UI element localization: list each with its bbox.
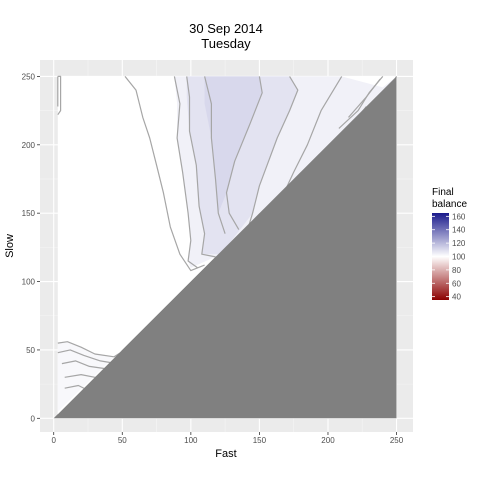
legend-title-line-1: Final — [432, 187, 454, 198]
y-tick-label: 250 — [22, 72, 36, 81]
legend-tick-label: 80 — [452, 266, 461, 275]
contour-line-4 — [225, 76, 263, 230]
contour-line-2 — [186, 76, 216, 258]
y-tick-label: 0 — [31, 414, 36, 423]
chart-title: 30 Sep 2014 — [189, 21, 263, 36]
heatmap-region-4 — [204, 76, 263, 214]
y-axis-title: Slow — [4, 234, 16, 258]
x-tick-label: 0 — [51, 436, 56, 445]
y-tick-label: 200 — [22, 141, 36, 150]
legend-tick-label: 40 — [452, 293, 461, 302]
x-axis-title: Fast — [215, 448, 236, 460]
legend-title-line-2: balance — [432, 199, 467, 210]
y-axis: 0 50 100 150 200 250 — [22, 72, 40, 423]
contour-line-0 — [124, 76, 205, 272]
legend-tick-label: 140 — [452, 226, 466, 235]
x-axis: 0 50 100 150 200 250 — [51, 432, 404, 445]
heatmap-region-5 — [57, 341, 115, 412]
heatmap-base-region — [57, 76, 397, 415]
contour-line-5 — [247, 76, 299, 228]
legend: Final balance 160 140 120 100 80 60 40 — [432, 187, 467, 302]
legend-tick-label: 160 — [452, 212, 466, 221]
y-tick-label: 100 — [22, 278, 36, 287]
contour-lines — [55, 75, 398, 418]
y-tick-label: 150 — [22, 209, 36, 218]
x-tick-label: 250 — [390, 436, 404, 445]
legend-ticks: 160 140 120 100 80 60 40 — [432, 212, 466, 302]
contour-line-1 — [173, 76, 199, 269]
contour-line-16 — [338, 76, 384, 129]
legend-colorbar — [432, 213, 449, 300]
x-tick-label: 50 — [118, 436, 127, 445]
chart-subtitle: Tuesday — [201, 36, 251, 51]
x-tick-label: 100 — [184, 436, 198, 445]
x-tick-label: 200 — [321, 436, 335, 445]
legend-tick-label: 60 — [452, 279, 461, 288]
contour-line-3 — [204, 76, 226, 234]
legend-tick-label: 120 — [452, 239, 466, 248]
x-tick-label: 150 — [253, 436, 267, 445]
y-tick-label: 50 — [26, 346, 35, 355]
no-data-region — [55, 76, 397, 418]
contour-line-13 — [57, 75, 62, 116]
legend-tick-label: 100 — [452, 253, 466, 262]
